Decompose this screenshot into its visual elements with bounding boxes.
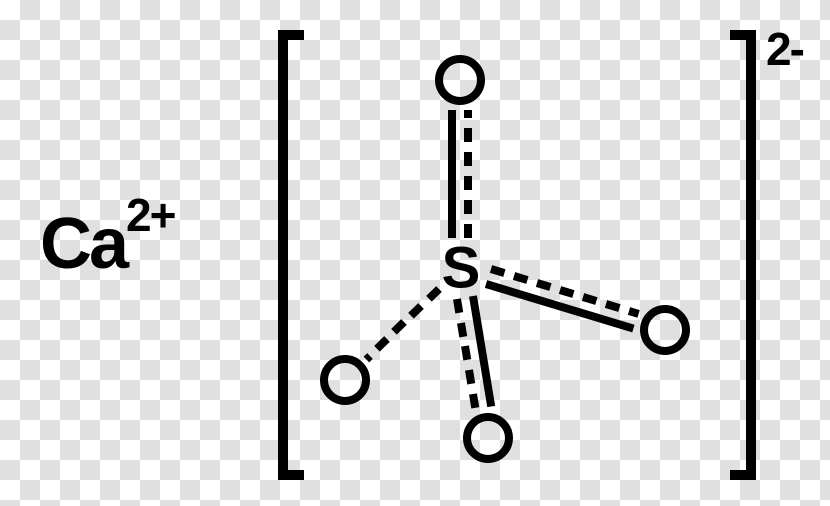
chemical-diagram: Ca2+ 2- S bbox=[0, 0, 830, 506]
atom-oxygen-right-circle bbox=[640, 305, 690, 355]
atom-oxygen-top-circle bbox=[435, 55, 485, 105]
cation-symbol: Ca bbox=[40, 204, 126, 284]
atom-sulfur: S bbox=[442, 235, 479, 302]
bond-dash bbox=[513, 272, 529, 284]
bond-dash bbox=[536, 279, 552, 291]
bond-dash bbox=[464, 152, 472, 166]
cation-charge: 2+ bbox=[126, 189, 174, 241]
bond-dash bbox=[408, 303, 424, 318]
bond-dash bbox=[461, 346, 471, 361]
bond-dash bbox=[582, 293, 598, 305]
bond-solid bbox=[469, 296, 495, 408]
bond-dash bbox=[426, 286, 442, 301]
cation-label: Ca2+ bbox=[40, 200, 175, 285]
bracket-right bbox=[730, 30, 756, 480]
bond-dash bbox=[469, 393, 479, 408]
bond-dash bbox=[364, 353, 373, 362]
atom-oxygen-bottom-circle bbox=[463, 413, 513, 463]
bond-dash bbox=[559, 286, 575, 298]
bond-dash bbox=[464, 128, 472, 142]
bracket-left bbox=[278, 30, 304, 480]
bond-dash bbox=[628, 307, 640, 318]
anion-charge: 2- bbox=[766, 22, 803, 76]
bond-solid bbox=[448, 110, 456, 238]
bond-dash bbox=[391, 320, 407, 335]
bond-dash bbox=[457, 322, 467, 337]
bond-dash bbox=[464, 110, 472, 118]
bond-dash bbox=[490, 265, 506, 277]
bond-dash bbox=[605, 300, 621, 312]
bond-dash bbox=[464, 200, 472, 214]
bond-dash bbox=[464, 176, 472, 190]
bond-dash bbox=[374, 336, 390, 351]
atom-oxygen-left-circle bbox=[320, 355, 370, 405]
bond-dash bbox=[465, 369, 475, 384]
